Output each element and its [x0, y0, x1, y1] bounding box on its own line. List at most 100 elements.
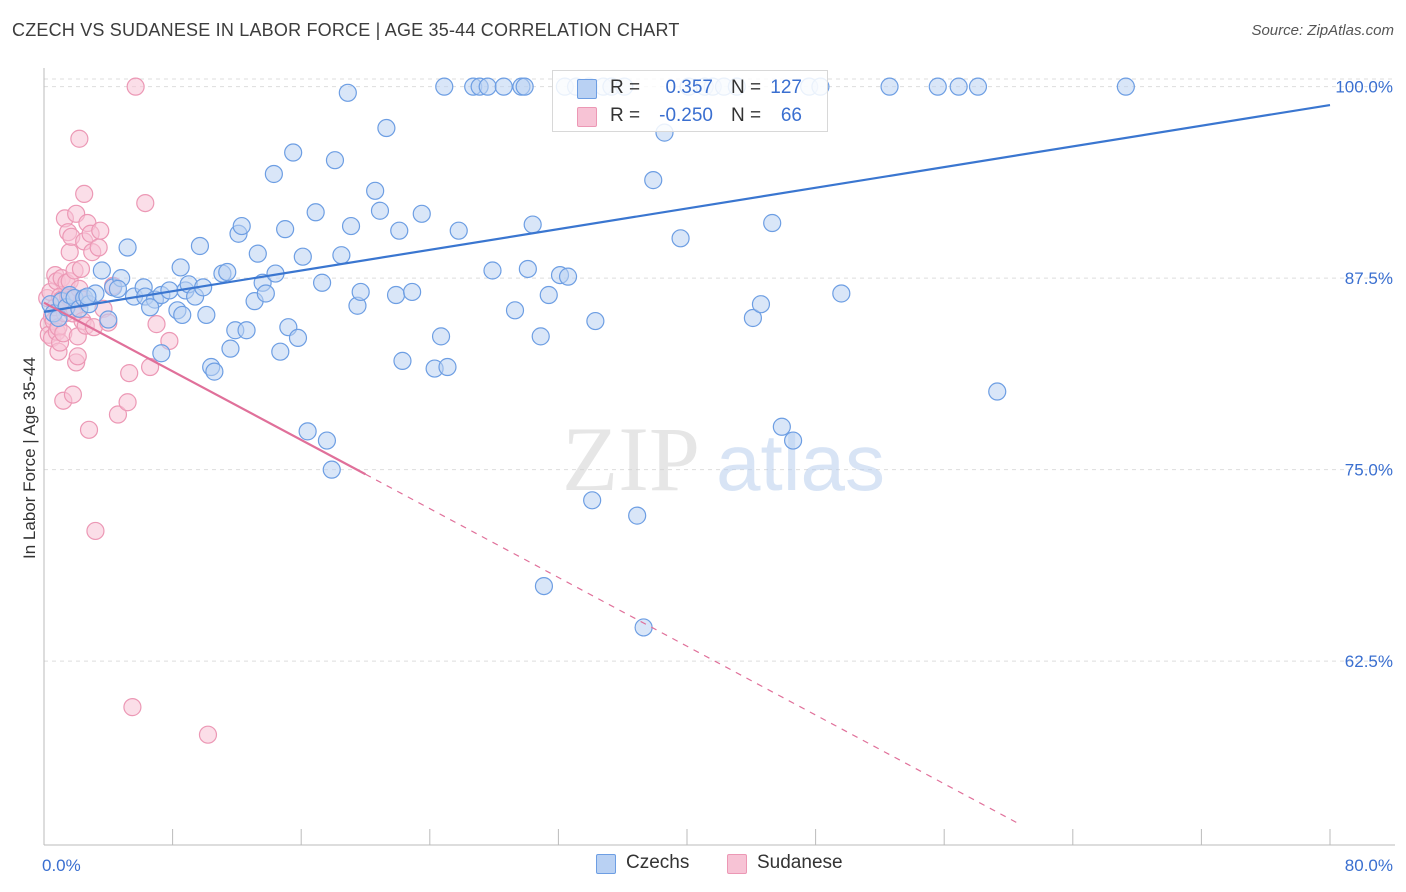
czech-point: [108, 279, 128, 298]
czech-point: [435, 77, 454, 96]
sudanese-n-label: N =: [731, 105, 762, 126]
czech-point: [880, 77, 899, 96]
czech-point: [558, 267, 578, 286]
sudanese-point: [68, 347, 87, 366]
sudanese-point: [118, 393, 137, 412]
czech-point: [197, 305, 216, 325]
sudanese-point: [123, 698, 142, 717]
axes: [43, 68, 1395, 846]
czech-point: [248, 244, 267, 263]
czech-point: [386, 285, 406, 305]
czech-point: [783, 431, 803, 450]
czech-point: [1116, 77, 1135, 96]
czech-point: [317, 431, 337, 450]
czech-point: [743, 308, 763, 328]
czech-point: [403, 282, 422, 302]
czech-point: [173, 305, 192, 325]
sudanese-swatch: [577, 107, 597, 127]
watermark: ZIP atlas: [562, 408, 885, 510]
sudanese-point: [198, 725, 218, 744]
czechs-label: Czechs: [626, 852, 690, 873]
czech-point: [515, 77, 534, 96]
czech-point: [78, 287, 97, 306]
sudanese-trend-extension: [365, 473, 1022, 826]
czech-points: [41, 77, 1135, 637]
legend-row-sudanese: R = -0.250 N = 66: [553, 103, 827, 131]
sudanese-point: [136, 193, 155, 213]
watermark-atlas: atlas: [716, 418, 885, 507]
y-tick-label: 75.0%: [1345, 461, 1393, 480]
czech-point: [449, 221, 468, 240]
sudanese-r-label: R =: [610, 105, 641, 126]
sudanese-point: [140, 357, 160, 377]
czech-point: [634, 618, 653, 637]
czech-point: [393, 351, 412, 370]
sudanese-points: [38, 77, 218, 744]
czech-point: [264, 164, 283, 184]
czech-point: [478, 77, 497, 96]
czech-point: [928, 77, 947, 96]
czech-point: [949, 77, 968, 96]
czech-point: [988, 382, 1007, 401]
czech-point: [232, 216, 251, 236]
sudanese-point: [71, 259, 91, 279]
czech-point: [256, 284, 275, 303]
czech-point: [671, 229, 690, 248]
czech-point: [586, 311, 605, 331]
czech-point: [205, 362, 224, 381]
y-tick-label: 62.5%: [1345, 652, 1393, 671]
czech-point: [438, 357, 457, 377]
correlation-legend: R = 0.357 N = 127 R = -0.250 N = 66: [552, 70, 828, 132]
czech-point: [276, 220, 295, 239]
watermark-zip: ZIP: [562, 408, 700, 510]
czech-point: [140, 298, 160, 317]
sudanese-point: [63, 385, 83, 404]
czech-point: [431, 327, 451, 346]
sudanese-r-value: -0.250: [659, 105, 713, 126]
czech-point: [322, 460, 341, 479]
czech-point: [92, 261, 111, 280]
sudanese-point: [79, 420, 99, 439]
czech-point: [237, 321, 256, 340]
sudanese-point: [60, 243, 79, 262]
y-axis-label: In Labor Force | Age 35-44: [20, 357, 39, 559]
czech-point: [118, 238, 137, 257]
czech-trend-line: [43, 103, 1331, 313]
czech-n-label: N =: [731, 77, 762, 98]
legend-row-czech: R = 0.357 N = 127: [553, 75, 827, 103]
y-tick-label: 100.0%: [1335, 78, 1393, 97]
czech-point: [306, 203, 325, 222]
czech-point: [288, 328, 308, 348]
czech-point: [332, 246, 351, 265]
czech-point: [298, 422, 317, 441]
trend-lines: [43, 103, 1331, 826]
czech-point: [832, 284, 851, 303]
czech-point: [325, 151, 345, 170]
czech-point: [221, 339, 240, 358]
czech-point: [341, 216, 361, 236]
czech-point: [539, 285, 558, 305]
czech-point: [351, 282, 370, 302]
czech-point: [534, 576, 554, 596]
czech-point: [523, 215, 542, 234]
sudanese-point: [120, 364, 139, 383]
czech-point: [483, 261, 502, 280]
sudanese-label: Sudanese: [757, 852, 843, 873]
czech-point: [171, 258, 190, 277]
sudanese-point: [147, 315, 166, 334]
y-tick-label: 87.5%: [1345, 269, 1393, 288]
czech-point: [531, 327, 550, 346]
sudanese-point: [70, 129, 89, 148]
czech-point: [152, 344, 171, 363]
czech-point: [271, 342, 290, 361]
czech-point: [628, 506, 647, 525]
sudanese-point: [86, 521, 105, 541]
czech-point: [390, 221, 409, 240]
series-legend: Czechs Sudanese: [0, 852, 1406, 878]
sudanese-n-value: 66: [780, 105, 802, 126]
czech-point: [218, 262, 237, 282]
sudanese-point: [126, 77, 145, 96]
czech-r-label: R =: [610, 77, 641, 98]
sudanese-legend-swatch: [727, 854, 747, 874]
czech-point: [190, 236, 210, 256]
